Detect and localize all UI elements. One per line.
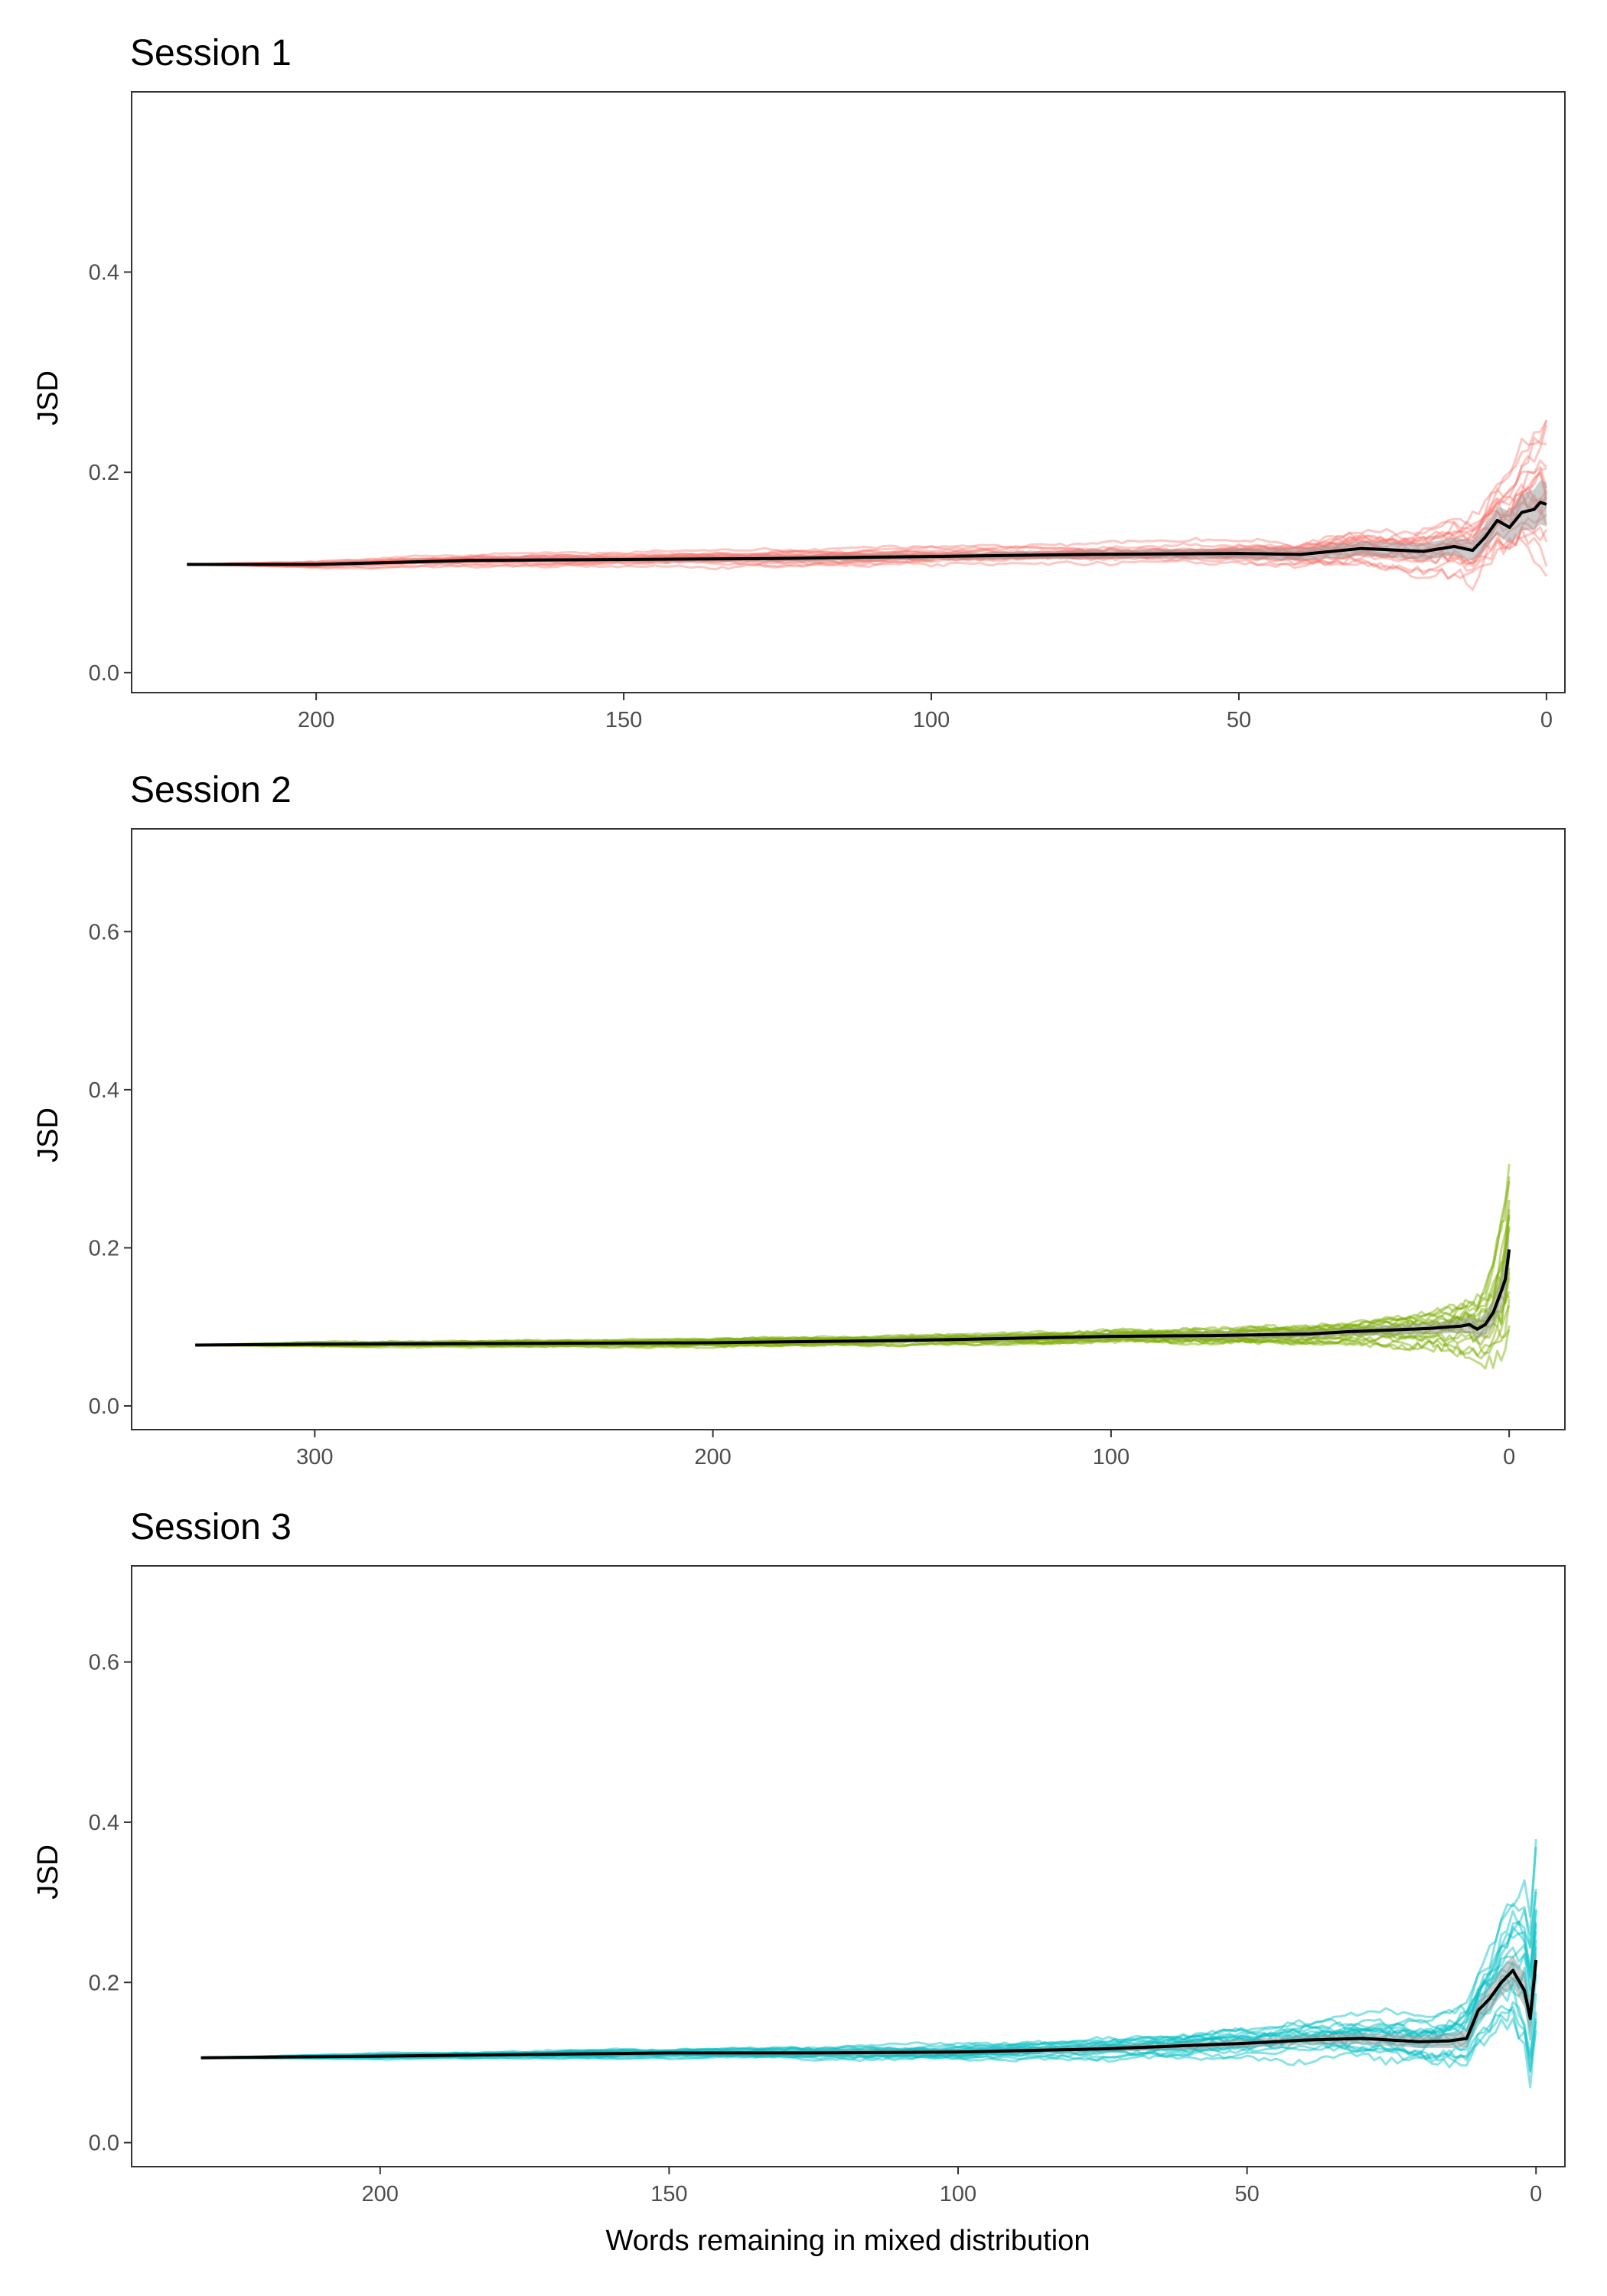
y-tick-label: 0.6 (89, 1651, 119, 1675)
y-tick-label: 0.2 (89, 1971, 119, 1995)
panel-title: Session 3 (130, 1507, 292, 1548)
panel-session-1: Session 1 JSD 0.0 0.2 0.4 200 150 100 50 0 (32, 33, 1566, 732)
participant-line (195, 1163, 1511, 1346)
y-tick-label: 0.2 (89, 1236, 119, 1261)
participant-line (195, 1176, 1511, 1346)
participant-line (195, 1298, 1511, 1352)
panel-session-2: Session 2 JSD 0.0 0.2 0.4 0.6 300 200 100 0 (32, 770, 1566, 1469)
y-axis-title: JSD (32, 370, 64, 426)
x-tick-label: 0 (1530, 2182, 1542, 2206)
x-tick-label: 200 (362, 2182, 399, 2206)
x-tick-label: 200 (298, 708, 334, 732)
series-group (200, 1839, 1538, 2089)
participant-line (187, 419, 1548, 566)
y-tick-label: 0.2 (89, 461, 119, 485)
confidence-ribbon (195, 1230, 1510, 1345)
confidence-ribbon (200, 1940, 1537, 2058)
mean-line (187, 501, 1547, 566)
y-tick-label: 0.0 (89, 2131, 119, 2156)
x-tick-label: 100 (1093, 1445, 1129, 1469)
y-tick-label: 0.6 (89, 920, 119, 944)
participant-line (195, 1181, 1511, 1346)
participant-line (200, 1839, 1537, 2060)
y-axis-title: JSD (32, 1107, 64, 1163)
x-axis-title: Words remaining in mixed distribution (606, 2225, 1090, 2257)
x-tick-label: 50 (1234, 2182, 1259, 2206)
participant-line (195, 1216, 1511, 1346)
participant-line (187, 533, 1548, 577)
participant-line (200, 1910, 1537, 2060)
y-tick-label: 0.0 (89, 1394, 119, 1419)
panel-border (131, 828, 1566, 1430)
plot-area: 0.0 0.2 0.4 0.6 200 150 100 50 0 (89, 1565, 1566, 2206)
y-tick-label: 0.0 (89, 661, 119, 686)
y-axis-title: JSD (32, 1844, 64, 1900)
panel-title: Session 2 (130, 770, 292, 810)
mean-line (195, 1249, 1511, 1347)
series-group (195, 1163, 1511, 1370)
x-tick-label: 150 (605, 708, 642, 732)
participant-line (200, 2017, 1537, 2089)
participant-line (200, 2001, 1537, 2072)
x-tick-label: 100 (913, 708, 950, 732)
y-tick-label: 0.4 (89, 261, 119, 285)
x-tick-label: 150 (650, 2182, 687, 2206)
participant-line (195, 1208, 1511, 1347)
panel-border (131, 91, 1566, 693)
x-tick-label: 100 (940, 2182, 976, 2206)
panel-border (131, 1565, 1566, 2167)
participant-line (200, 1846, 1537, 2060)
y-tick-label: 0.4 (89, 1811, 119, 1835)
participant-line (195, 1290, 1511, 1348)
participant-line (200, 1891, 1537, 2060)
panel-title: Session 1 (130, 33, 292, 73)
participant-line (187, 527, 1548, 570)
plot-area: 0.0 0.2 0.4 200 150 100 50 0 (89, 91, 1566, 732)
participant-line (187, 419, 1548, 566)
participant-line (195, 1305, 1511, 1360)
participant-line (187, 471, 1548, 566)
mean-line (200, 1959, 1538, 2060)
x-tick-label: 300 (296, 1445, 333, 1469)
series-group (187, 419, 1548, 591)
panel-session-3: Session 3 JSD 0.0 0.2 0.4 0.6 200 150 100 50 0 (32, 1507, 1566, 2206)
participant-line (195, 1199, 1511, 1346)
y-tick-label: 0.4 (89, 1078, 119, 1103)
confidence-ribbon (187, 480, 1547, 566)
x-tick-label: 200 (694, 1445, 731, 1469)
plot-area: 0.0 0.2 0.4 0.6 300 200 100 0 (89, 828, 1566, 1469)
x-tick-label: 50 (1227, 708, 1251, 732)
x-tick-label: 0 (1540, 708, 1553, 732)
x-tick-label: 0 (1503, 1445, 1515, 1469)
